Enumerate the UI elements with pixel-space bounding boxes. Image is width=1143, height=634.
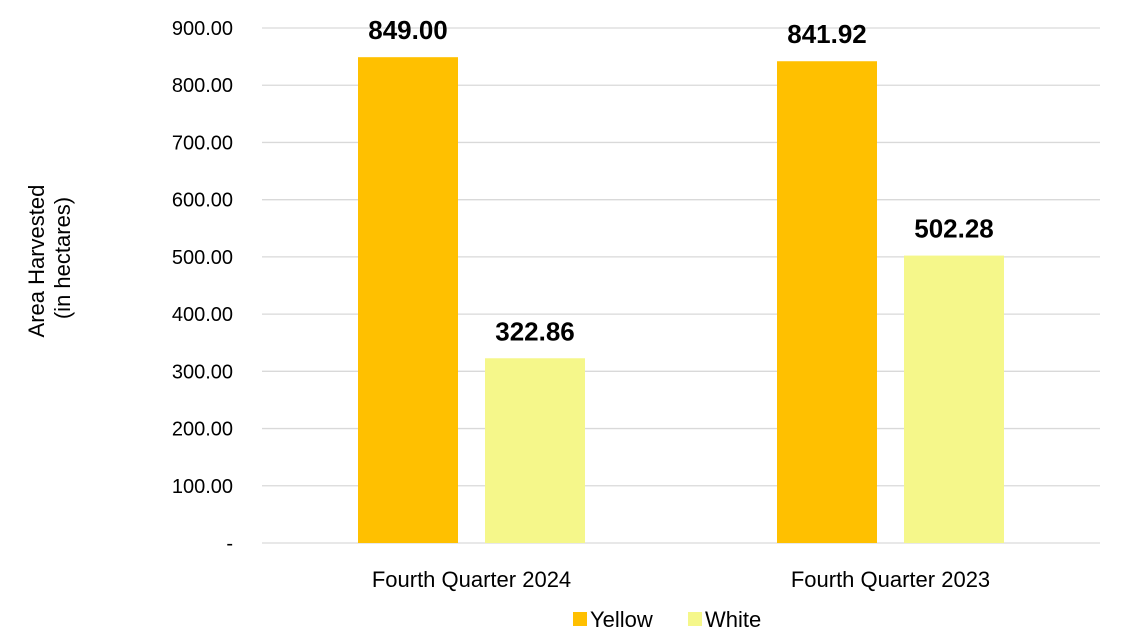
data-label-white-2: 502.28	[914, 214, 994, 244]
x-axis-categories: Fourth Quarter 2024 Fourth Quarter 2023	[372, 567, 990, 592]
legend-swatch-yellow	[573, 612, 587, 626]
y-tick-label: 300.00	[172, 361, 233, 383]
data-label-yellow-2: 841.92	[787, 19, 867, 49]
y-tick-label: 800.00	[172, 75, 233, 97]
data-label-yellow-1: 849.00	[368, 15, 448, 45]
legend-label-white: White	[705, 607, 761, 632]
y-axis-label-line-2: (in hectares)	[50, 197, 75, 319]
y-tick-label: 100.00	[172, 476, 233, 498]
y-tick-label: 400.00	[172, 304, 233, 326]
bar-white-2	[904, 255, 1004, 543]
y-tick-label: 700.00	[172, 132, 233, 154]
data-labels: 849.00 322.86 841.92 502.28	[368, 15, 994, 346]
y-axis-label-line-1: Area Harvested	[24, 185, 49, 338]
bar-yellow-1	[358, 57, 458, 543]
y-tick-label: 200.00	[172, 419, 233, 441]
legend-label-yellow: Yellow	[590, 607, 653, 632]
y-tick-label: -	[226, 533, 233, 555]
bar-white-1	[485, 358, 585, 543]
y-tick-label: 600.00	[172, 190, 233, 212]
y-axis-label: Area Harvested (in hectares)	[24, 179, 75, 338]
y-tick-label: 900.00	[172, 18, 233, 40]
y-axis-ticks: - 100.00 200.00 300.00 400.00 500.00 600.00 700…	[172, 18, 233, 555]
bar-yellow-2	[777, 61, 877, 543]
legend: Yellow White	[573, 607, 761, 632]
x-category-label: Fourth Quarter 2023	[791, 567, 990, 592]
bars	[358, 57, 1004, 543]
data-label-white-1: 322.86	[495, 316, 575, 346]
x-category-label: Fourth Quarter 2024	[372, 567, 571, 592]
legend-swatch-white	[688, 612, 702, 626]
y-tick-label: 500.00	[172, 247, 233, 269]
